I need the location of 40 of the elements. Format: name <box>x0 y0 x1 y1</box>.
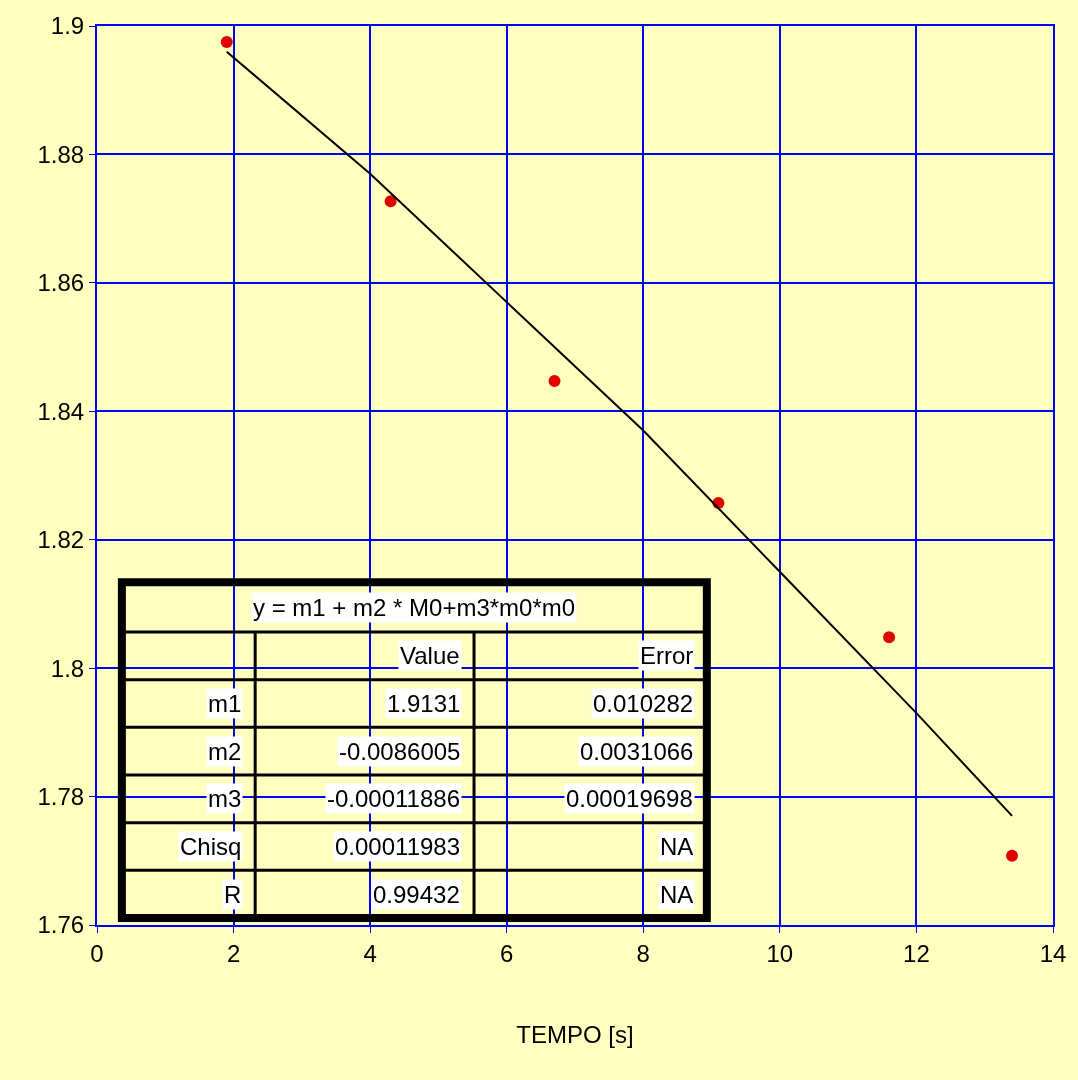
y-tick-label: 1.82 <box>37 526 85 554</box>
annotation: m1 <box>208 690 242 717</box>
annotation: -0.0086005 <box>339 738 461 765</box>
y-tick-label: 1.78 <box>37 782 85 810</box>
x-tick-label: 6 <box>500 939 514 967</box>
annotation: Error <box>640 642 694 669</box>
annotation: m2 <box>208 738 242 765</box>
y-tick-label: 1.84 <box>37 397 85 425</box>
annotation: NA <box>660 833 694 860</box>
x-tick-label: 8 <box>636 939 650 967</box>
point <box>220 36 233 49</box>
annotation: y = m1 + m2 * M0+m3*m0*m0 <box>253 594 576 621</box>
annotation: 0.99432 <box>373 881 460 908</box>
point <box>883 631 896 644</box>
y-tick-label: 1.76 <box>37 911 85 939</box>
annotation: NA <box>660 881 694 908</box>
x-tick-label: 10 <box>766 939 794 967</box>
annotation: R <box>224 881 242 908</box>
x-tick-label: 2 <box>226 939 241 967</box>
annotation: 0.010282 <box>593 690 694 717</box>
point <box>1006 849 1019 862</box>
y-tick-label: 1.86 <box>37 269 85 297</box>
annotation: Chisq <box>180 833 242 860</box>
x-tick-label: 4 <box>363 939 377 967</box>
x-tick-label: 0 <box>90 939 104 967</box>
annotation: 0.0031066 <box>580 738 694 765</box>
point <box>548 375 561 388</box>
annotation: 1.9131 <box>387 690 461 717</box>
annotation: Value <box>400 642 460 669</box>
annotation: -0.00011886 <box>327 785 461 812</box>
annotation: 0.00011983 <box>335 833 461 860</box>
x-axis-title: TEMPO [s] <box>516 1020 634 1048</box>
point <box>384 195 397 208</box>
y-tick-label: 1.88 <box>37 140 85 168</box>
x-tick-label: 12 <box>903 939 930 967</box>
y-tick-label: 1.8 <box>50 654 85 682</box>
annotation: m3 <box>208 785 242 812</box>
annotation: 0.00019698 <box>566 785 693 812</box>
x-tick-label: 14 <box>1039 939 1067 967</box>
y-tick-label: 1.9 <box>50 12 85 40</box>
